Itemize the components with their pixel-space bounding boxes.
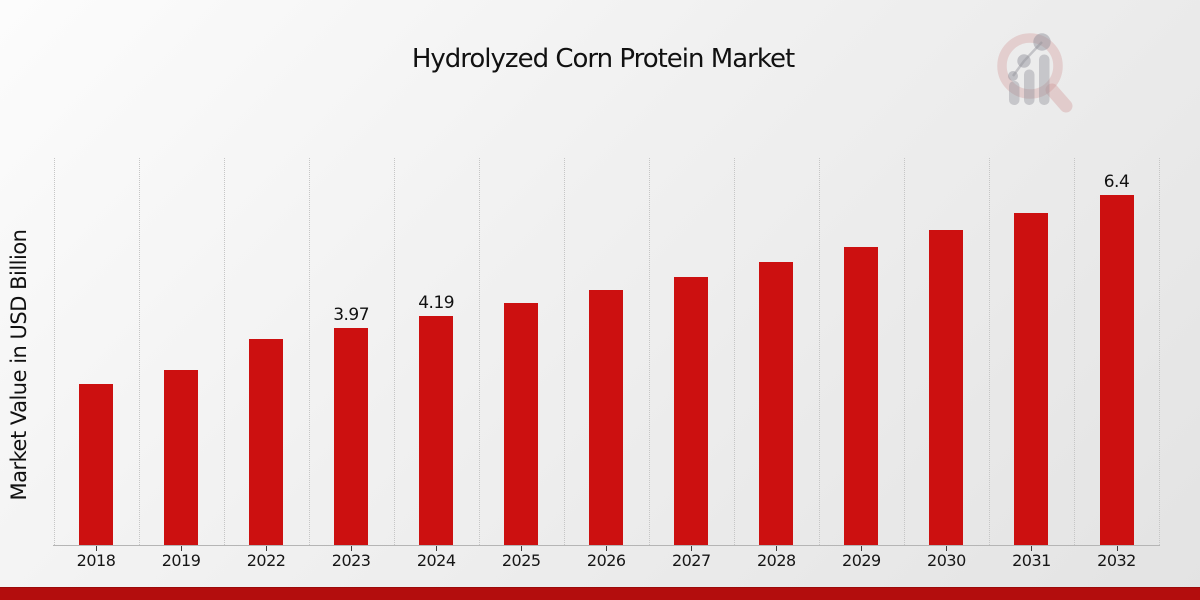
x-axis-tick [1031, 546, 1033, 551]
x-tick-label-2030: 2030 [927, 551, 966, 570]
gridline [563, 158, 565, 545]
bar-2022 [249, 339, 284, 545]
x-axis-line [53, 545, 1160, 546]
bar-2030 [929, 230, 964, 545]
gridline [308, 158, 310, 545]
bar-2032 [1099, 195, 1134, 545]
bar-2024 [419, 315, 454, 545]
magnifier-bar-chart-watermark-icon [997, 33, 1073, 113]
bar-2029 [844, 246, 879, 545]
gridline [223, 158, 225, 545]
bar-2018 [79, 383, 114, 545]
logo-bar-medium-icon [1024, 69, 1035, 105]
gridline [393, 158, 395, 545]
bar-2027 [674, 276, 709, 545]
x-tick-label-2031: 2031 [1012, 551, 1051, 570]
footer-red-band [0, 587, 1200, 600]
gridline [903, 158, 905, 545]
chart-title: Hydrolyzed Corn Protein Market [411, 44, 795, 74]
x-axis-tick [96, 546, 98, 551]
y-axis-label: Market Value in USD Billion [7, 229, 31, 501]
trend-line-icon [1011, 41, 1043, 77]
x-tick-label-2024: 2024 [416, 551, 456, 570]
bar-2023 [334, 327, 369, 545]
logo-bar-small-icon [1009, 81, 1020, 105]
x-axis-tick [1116, 546, 1118, 551]
x-tick-label-2019: 2019 [161, 551, 201, 570]
bar-value-label: 4.19 [418, 292, 455, 313]
x-axis-tick [181, 546, 183, 551]
logo-dot-small-icon [1008, 71, 1018, 81]
logo-bar-tall-icon [1039, 54, 1050, 105]
gridline [1073, 158, 1075, 545]
magnifier-handle-icon [1045, 83, 1073, 113]
bar-2028 [759, 261, 794, 545]
x-axis-tick [776, 546, 778, 551]
logo-dot-large-icon [1033, 33, 1051, 51]
market-research-future-logo [997, 33, 1073, 113]
gridline [648, 158, 650, 545]
x-axis-tick [351, 546, 353, 551]
gridline [1159, 158, 1161, 545]
x-axis-tick [436, 546, 438, 551]
gridline [988, 158, 990, 545]
gridline [53, 158, 55, 545]
gridline [818, 158, 820, 545]
gridline [478, 158, 480, 545]
gridline [138, 158, 140, 545]
x-tick-label-2029: 2029 [842, 551, 881, 570]
x-tick-label-2025: 2025 [501, 551, 541, 570]
gridline [733, 158, 735, 545]
x-tick-label-2027: 2027 [671, 551, 711, 570]
x-tick-label-2023: 2023 [331, 551, 371, 570]
bar-2025 [504, 303, 539, 545]
x-axis-tick [946, 546, 948, 551]
bar-2031 [1014, 213, 1049, 545]
bar-2019 [164, 369, 199, 545]
x-axis-tick [521, 546, 523, 551]
magnifier-ring-icon [997, 33, 1063, 99]
x-tick-label-2018: 2018 [76, 551, 116, 570]
x-axis-tick [861, 546, 863, 551]
x-tick-label-2028: 2028 [756, 551, 796, 570]
x-axis-tick [691, 546, 693, 551]
x-tick-label-2032: 2032 [1097, 551, 1136, 570]
x-tick-label-2026: 2026 [586, 551, 626, 570]
bar-value-label: 6.4 [1103, 172, 1130, 193]
x-axis-tick [266, 546, 268, 551]
x-axis-tick [606, 546, 608, 551]
logo-dot-medium-icon [1017, 54, 1031, 68]
bar-2026 [589, 290, 624, 545]
bar-value-label: 3.97 [333, 304, 370, 325]
x-tick-label-2022: 2022 [246, 551, 286, 570]
